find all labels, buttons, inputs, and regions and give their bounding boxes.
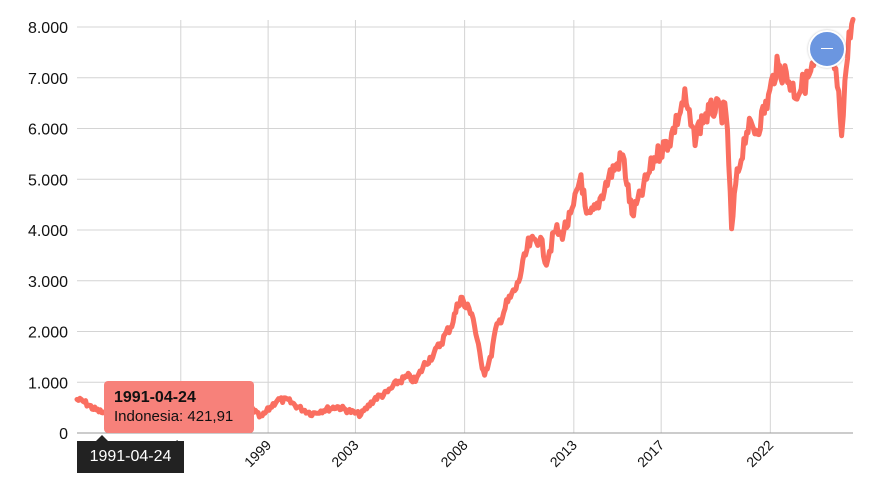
y-tick-label: 1.000 [28,375,68,392]
minus-icon [821,48,833,49]
x-tick-label: 2022 [743,437,776,470]
y-tick-label: 4.000 [28,223,68,240]
y-tick-labels: 0 1.000 2.000 3.000 4.000 5.000 6.000 7.000 8.00… [28,20,68,443]
x-tick-label: 2017 [634,437,667,470]
x-tick-labels: 1995199920032008201320172022 [154,437,777,470]
tooltip-body: Indonesia: 421,91 [114,408,234,425]
crosshair-date-label: 1991-04-24 [77,441,184,473]
y-tick-label: 3.000 [28,274,68,291]
y-tick-label: 6.000 [28,122,68,139]
x-tick-label: 2013 [547,437,580,470]
x-gridlines [180,20,771,433]
y-tick-label: 7.000 [28,71,68,88]
y-tick-label: 0 [59,426,68,443]
y-tick-label: 5.000 [28,172,68,189]
x-tick-label: 2003 [328,437,361,470]
y-tick-label: 8.000 [28,20,68,37]
zoom-reset-button[interactable] [808,30,846,68]
x-tick-label: 1999 [241,437,274,470]
tooltip-title: 1991-04-24 [114,389,196,406]
crosshair-pointer-icon [96,435,108,441]
x-tick-label: 2008 [437,437,470,470]
y-tick-label: 2.000 [28,325,68,342]
data-tooltip: 1991-04-24 Indonesia: 421,91 [104,381,254,433]
